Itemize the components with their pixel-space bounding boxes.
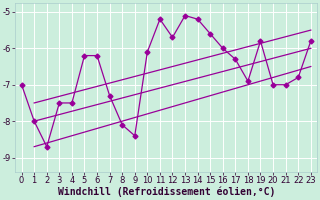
X-axis label: Windchill (Refroidissement éolien,°C): Windchill (Refroidissement éolien,°C) bbox=[58, 187, 275, 197]
